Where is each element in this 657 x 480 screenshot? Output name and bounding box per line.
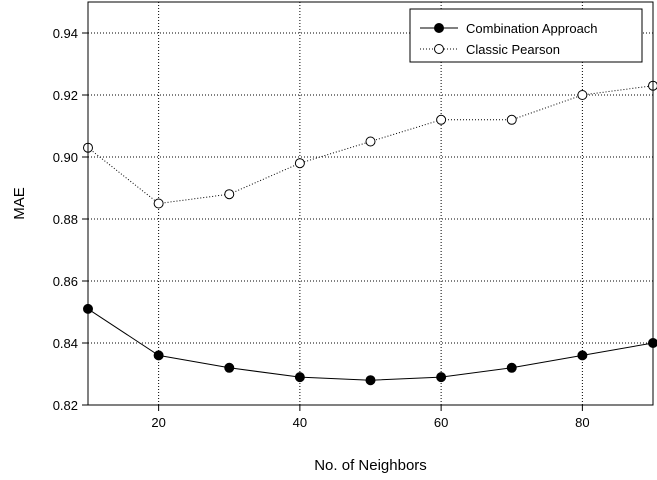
y-tick-label: 0.92 <box>53 88 78 103</box>
series-line <box>87 308 654 381</box>
x-tick-label: 80 <box>575 415 589 430</box>
data-point <box>153 350 164 361</box>
data-point <box>224 189 235 200</box>
legend-swatch-marker <box>434 23 444 33</box>
data-point <box>224 362 235 373</box>
axes: 20 40 60 80 0.82 0.84 0.86 0.88 0.90 0.92 0.94 <box>53 26 590 430</box>
y-tick-label: 0.82 <box>53 398 78 413</box>
data-point <box>294 372 305 383</box>
data-point <box>577 90 588 100</box>
data-point <box>506 362 517 373</box>
series-layer <box>83 80 657 386</box>
y-tick-label: 0.84 <box>53 336 78 351</box>
data-point <box>436 372 447 383</box>
plot-area-frame <box>87 1 654 406</box>
y-axis-title: MAE <box>11 187 28 220</box>
x-axis-title: No. of Neighbors <box>314 457 427 474</box>
data-point <box>365 136 376 147</box>
data-point <box>577 350 588 361</box>
y-tick-label: 0.90 <box>53 150 78 165</box>
series <box>83 303 657 386</box>
legend-box <box>409 8 643 63</box>
legend-entry-label: Classic Pearson <box>466 42 560 57</box>
x-tick-label: 40 <box>293 415 307 430</box>
y-tick-label: 0.88 <box>53 212 78 227</box>
x-tick-label: 20 <box>151 415 165 430</box>
legend-swatch-marker <box>434 44 444 54</box>
y-tick-label: 0.94 <box>53 26 78 41</box>
data-point <box>506 114 517 125</box>
legend-entry-label: Combination Approach <box>466 21 598 36</box>
data-point <box>365 375 376 386</box>
y-tick-label: 0.86 <box>53 274 78 289</box>
data-point <box>153 198 164 209</box>
x-tick-label: 60 <box>434 415 448 430</box>
series <box>83 80 657 209</box>
data-point <box>436 114 447 125</box>
data-point <box>294 158 305 169</box>
legend: Combination Approach Classic Pearson <box>409 8 643 63</box>
